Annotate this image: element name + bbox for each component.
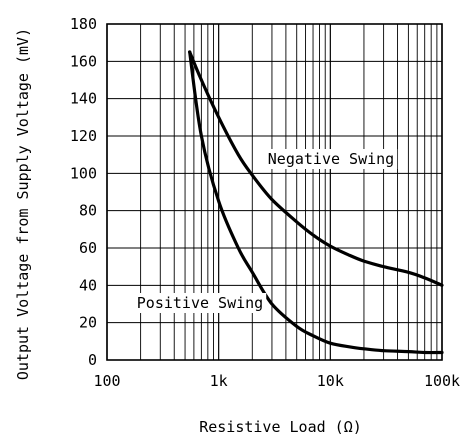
y-tick-label: 140: [70, 90, 97, 108]
x-tick-label: 100k: [424, 372, 460, 390]
x-tick-label: 100: [93, 372, 120, 390]
y-tick-labels: 0 20 40 60 80 100 120 140 160 180: [70, 15, 97, 369]
y-tick-label: 60: [79, 239, 97, 257]
y-axis-title: Output Voltage from Supply Voltage (mV): [14, 28, 32, 380]
positive-swing-label-bg: [133, 293, 267, 313]
x-axis-title: Resistive Load (Ω): [199, 418, 362, 436]
x-tick-label: 10k: [317, 372, 344, 390]
positive-swing-label: Positive Swing: [137, 294, 263, 312]
plot-frame: [106, 23, 443, 361]
y-tick-label: 160: [70, 52, 97, 70]
y-tick-label: 100: [70, 164, 97, 182]
negative-swing-line: [188, 50, 444, 287]
y-tick-label: 80: [79, 202, 97, 220]
y-tick-label: 120: [70, 127, 97, 145]
negative-swing-label: Negative Swing: [268, 150, 394, 168]
y-tick-label: 20: [79, 314, 97, 332]
series-lines: [188, 50, 444, 355]
negative-swing-label-bg: [264, 149, 398, 169]
y-tick-label: 40: [79, 276, 97, 294]
positive-swing-line: [188, 50, 444, 355]
x-tick-labels: 100 1k 10k 100k: [93, 372, 460, 390]
y-tick-label: 180: [70, 15, 97, 33]
x-tick-label: 1k: [210, 372, 228, 390]
series-labels: Negative Swing Positive Swing: [133, 149, 398, 313]
y-tick-label: 0: [88, 351, 97, 369]
